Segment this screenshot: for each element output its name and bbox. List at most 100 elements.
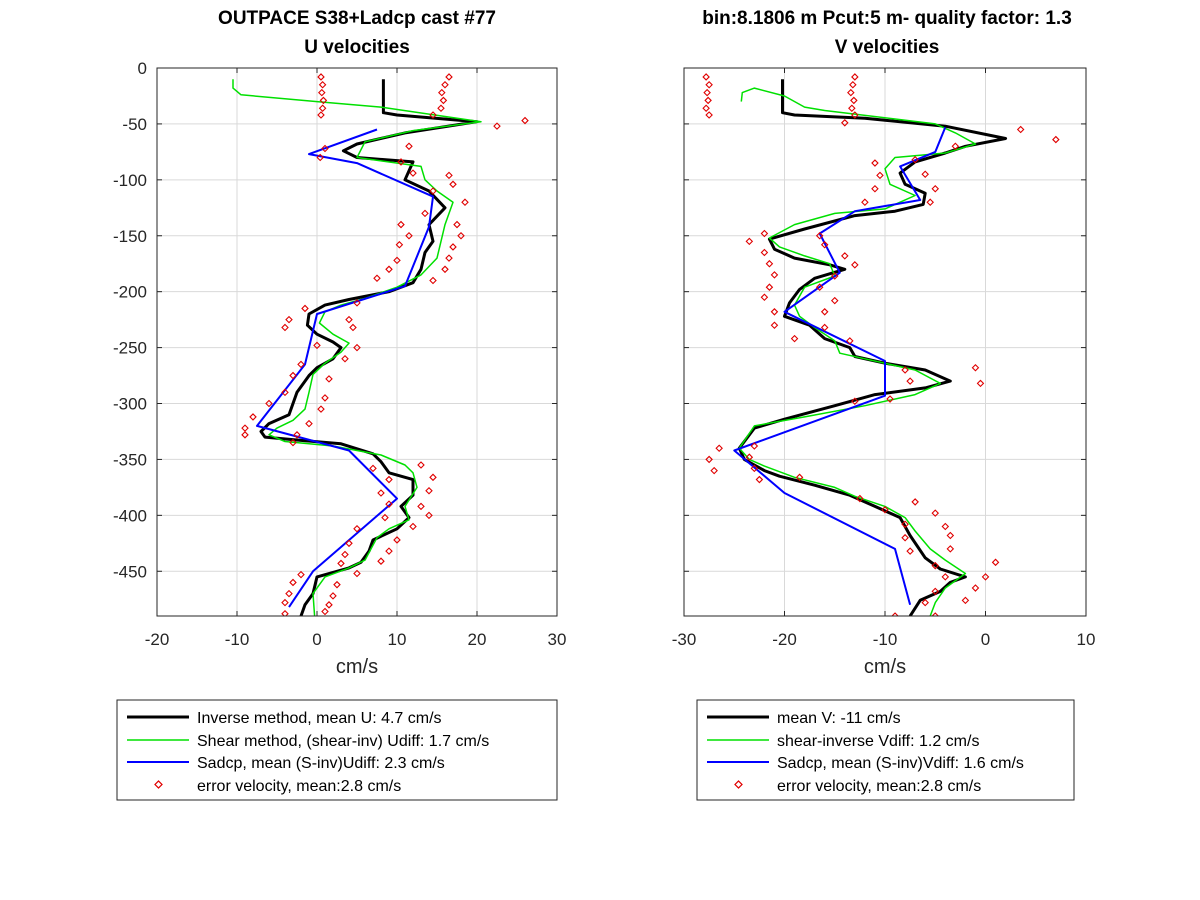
u-x-tick-label: 20 xyxy=(468,630,487,649)
u-error-velocity-marker xyxy=(445,171,453,180)
v-error-velocity-marker xyxy=(911,155,919,164)
u-error-velocity-marker xyxy=(449,180,457,189)
u-error-velocity-marker xyxy=(353,524,361,533)
v-error-velocity-marker xyxy=(750,442,759,450)
v-error-velocity-marker xyxy=(848,104,856,113)
u-error-velocity-marker xyxy=(438,88,446,97)
u-error-velocity-marker xyxy=(353,343,361,352)
u-error-velocity-marker xyxy=(397,158,405,166)
u-error-velocity-marker xyxy=(409,522,417,531)
u-error-velocity-marker xyxy=(385,265,393,274)
u-y-tick-label: -200 xyxy=(113,283,147,302)
u-error-velocity-marker xyxy=(353,569,361,578)
v-error-velocity-marker xyxy=(765,259,774,268)
v-x-tick-label: -10 xyxy=(873,630,898,649)
u-error-velocity-marker xyxy=(373,274,381,283)
u-error-velocity-marker xyxy=(345,539,353,548)
u-error-velocity-marker xyxy=(417,461,425,469)
u-legend-label-error: error velocity, mean:2.8 cm/s xyxy=(197,778,401,795)
u-error-velocity-marker xyxy=(297,570,305,579)
v-error-velocity-marker xyxy=(760,229,769,238)
u-error-velocity-marker xyxy=(453,220,461,229)
v-error-velocity-marker xyxy=(946,531,955,540)
u-error-velocity-marker xyxy=(429,111,437,119)
u-error-velocity-marker xyxy=(393,256,401,265)
u-error-velocity-marker xyxy=(425,486,433,495)
v-error-velocity-marker xyxy=(704,96,712,105)
v-legend-label-shear: shear-inverse Vdiff: 1.2 cm/s xyxy=(777,733,979,750)
u-error-velocity-marker xyxy=(317,73,325,81)
u-error-velocity-marker xyxy=(405,142,413,151)
v-legend-label-sadcp: Sadcp, mean (S-inv)Vdiff: 1.6 cm/s xyxy=(777,755,1024,772)
u-error-velocity-marker xyxy=(249,413,257,421)
u-error-velocity-marker xyxy=(285,315,293,324)
u-error-velocity-marker xyxy=(316,153,324,162)
u-series-line-0 xyxy=(259,79,479,616)
u-error-velocity-marker xyxy=(377,489,385,497)
u-x-tick-label: 30 xyxy=(548,630,567,649)
u-axes-frame xyxy=(156,67,558,617)
v-error-velocity-marker xyxy=(971,584,980,592)
v-error-velocity-marker xyxy=(871,159,879,167)
u-error-velocity-marker xyxy=(457,231,465,240)
u-error-velocity-marker xyxy=(409,169,417,177)
u-error-velocity-marker xyxy=(449,243,457,251)
v-error-velocity-marker xyxy=(926,198,935,206)
u-error-velocity-marker xyxy=(369,464,377,473)
v-error-velocity-marker xyxy=(830,296,839,305)
v-error-velocity-marker xyxy=(906,547,914,555)
v-error-velocity-marker xyxy=(941,522,950,531)
v-error-velocity-marker xyxy=(856,494,864,503)
v-error-velocity-marker xyxy=(851,261,859,269)
v-error-velocity-marker xyxy=(931,509,940,517)
u-error-velocity-marker xyxy=(341,550,349,559)
v-legend-label-mean: mean V: -11 cm/s xyxy=(777,710,901,727)
v-velocity-plot: -30 -20 -10 0 10 xyxy=(672,67,1096,649)
v-error-velocity-marker xyxy=(886,395,894,403)
u-error-velocity-marker xyxy=(293,431,301,439)
u-error-velocity-marker xyxy=(425,511,433,520)
v-error-velocity-marker xyxy=(705,80,713,89)
v-title-line-1: bin:8.1806 m Pcut:5 m- quality factor: 1… xyxy=(702,8,1072,29)
u-x-tick-label: -20 xyxy=(145,630,170,649)
u-velocity-panel: OUTPACE S38+Ladcp cast #77 U velocities … xyxy=(113,8,566,801)
v-legend: mean V: -11 cm/s shear-inverse Vdiff: 1.… xyxy=(696,699,1075,801)
v-error-velocity-marker xyxy=(820,308,829,316)
u-error-velocity-marker xyxy=(318,80,327,89)
v-error-velocity-marker xyxy=(851,111,859,119)
v-error-velocity-marker xyxy=(770,271,779,279)
u-legend-box xyxy=(116,699,558,801)
u-error-velocity-marker xyxy=(325,375,333,383)
u-error-velocity-marker xyxy=(281,323,289,332)
v-error-velocity-marker xyxy=(941,573,950,581)
u-error-velocity-marker xyxy=(281,388,289,397)
v-error-velocity-marker xyxy=(991,558,1000,567)
v-error-velocity-marker xyxy=(841,119,849,127)
u-legend-label-inverse: Inverse method, mean U: 4.7 cm/s xyxy=(197,710,442,727)
v-error-velocity-marker xyxy=(931,612,940,616)
u-error-velocity-marker xyxy=(385,475,393,484)
u-error-velocity-marker xyxy=(493,122,501,130)
u-error-velocity-marker xyxy=(385,500,393,508)
v-error-velocity-marker xyxy=(1052,135,1060,144)
u-error-velocity-marker xyxy=(297,360,305,369)
v-x-tick-label: 10 xyxy=(1077,630,1096,649)
u-series-line-2 xyxy=(256,128,434,608)
u-x-tick-label: 0 xyxy=(312,630,321,649)
v-error-velocity-marker xyxy=(710,466,718,475)
u-error-velocity-marker xyxy=(349,323,357,332)
u-y-tick-label: -150 xyxy=(113,227,147,246)
u-error-velocity-marker xyxy=(445,254,453,262)
v-error-velocity-marker xyxy=(765,283,774,291)
v-error-velocity-marker xyxy=(981,573,990,581)
v-error-velocity-marker xyxy=(847,88,855,97)
v-legend-label-error: error velocity, mean:2.8 cm/s xyxy=(777,778,981,795)
v-x-axis-label: cm/s xyxy=(864,656,906,678)
u-error-velocity-marker xyxy=(285,589,293,598)
u-velocity-plot: -20 -10 0 10 20 300-50-100-150-200-250-300-35… xyxy=(113,59,566,649)
v-error-velocity-marker xyxy=(815,283,824,291)
u-error-velocity-marker xyxy=(461,198,469,206)
v-error-velocity-marker xyxy=(911,498,919,506)
v-error-velocity-marker xyxy=(976,379,985,388)
v-error-velocity-marker xyxy=(931,185,940,193)
